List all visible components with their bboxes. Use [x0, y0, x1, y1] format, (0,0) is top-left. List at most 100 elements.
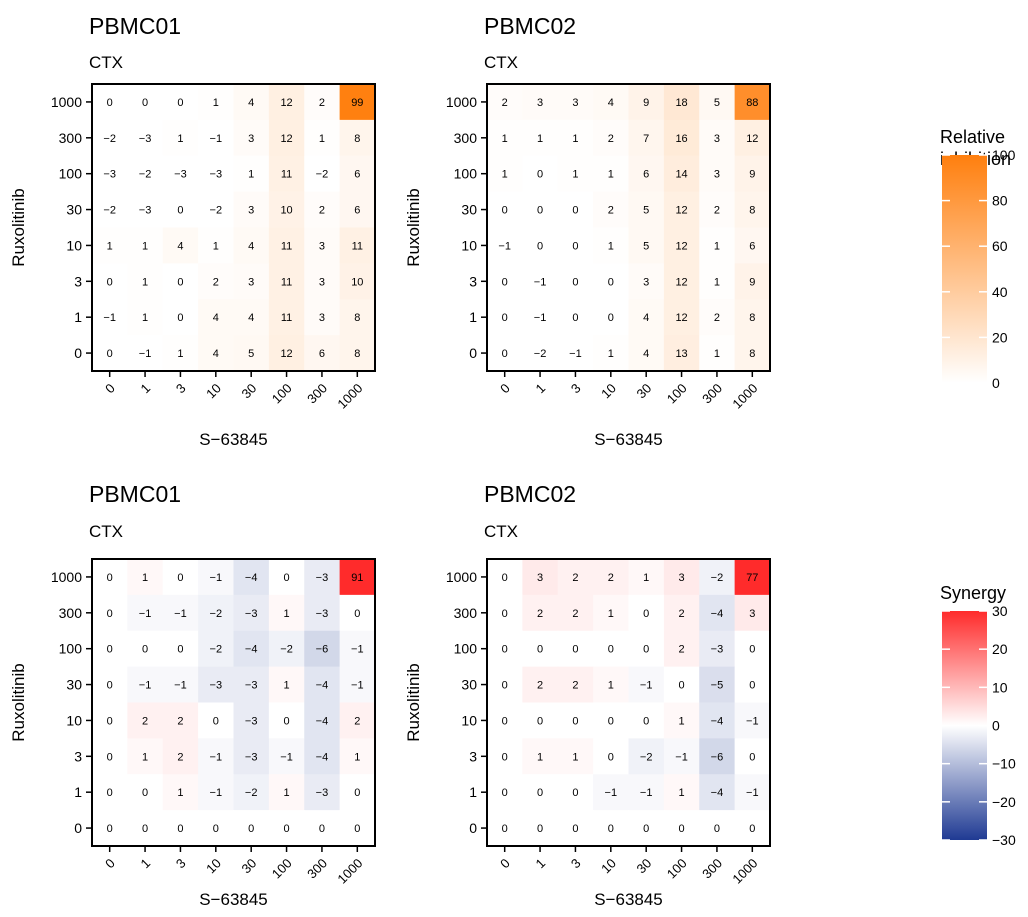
cell-value-label: −4 [316, 715, 329, 727]
heatmap-cell [233, 263, 270, 300]
heatmap-cell [127, 263, 164, 300]
cell-value-label: 0 [502, 608, 508, 620]
x-tick-label: 300 [304, 381, 330, 407]
cell-value-label: −1 [640, 787, 653, 799]
heatmap-cell [127, 335, 164, 372]
cell-value-label: 1 [142, 572, 148, 584]
heatmap-cell [92, 774, 128, 811]
heatmap-cell [487, 84, 523, 121]
cell-value-label: −1 [351, 680, 364, 692]
panel-title: PBMC01 [89, 13, 181, 39]
heatmap-cell [339, 594, 376, 632]
heatmap-cell [593, 774, 629, 811]
cell-value-label: 1 [608, 169, 614, 181]
cell-value-label: 1 [319, 133, 325, 145]
cell-value-label: −3 [245, 751, 258, 763]
heatmap-cell [304, 299, 341, 336]
cell-value-label: −2 [245, 787, 258, 799]
cell-value-label: −2 [210, 644, 223, 656]
cell-value-label: 1 [142, 751, 148, 763]
cell-value-label: 91 [351, 572, 363, 584]
heatmap-cell [268, 155, 305, 193]
cell-value-label: 2 [608, 205, 614, 217]
heatmap-cell [699, 119, 736, 157]
y-tick-label: 30 [461, 677, 477, 693]
cell-value-label: 4 [643, 312, 649, 324]
heatmap-cell [663, 299, 700, 336]
heatmap-cell [699, 155, 736, 193]
heatmap-cell [233, 119, 270, 157]
cell-value-label: 2 [537, 608, 543, 620]
cell-value-label: 0 [537, 787, 543, 799]
cell-value-label: 8 [749, 205, 755, 217]
x-tick-label: 10 [598, 856, 619, 877]
heatmap-cell [268, 84, 305, 121]
cell-value-label: 0 [284, 823, 290, 835]
heatmap-cell [233, 559, 270, 596]
heatmap-cell [487, 155, 523, 193]
x-axis-label: S−63845 [199, 430, 268, 449]
cell-value-label: 0 [142, 644, 148, 656]
heatmap-cell [162, 155, 199, 193]
y-tick-label: 300 [454, 130, 478, 146]
heatmap-cell [628, 774, 665, 811]
heatmap-cell [127, 594, 164, 632]
heatmap-cell [487, 335, 523, 372]
cell-value-label: 0 [572, 787, 578, 799]
heatmap-cell [127, 666, 164, 703]
panel-title: PBMC02 [484, 481, 576, 507]
legend-tick-label: 100 [992, 147, 1016, 163]
heatmap-cell [339, 84, 376, 121]
cell-value-label: 1 [537, 751, 543, 763]
cell-value-label: 0 [749, 644, 755, 656]
heatmap-cell [233, 774, 270, 811]
heatmap-cell [92, 559, 128, 596]
cell-value-label: 1 [354, 751, 360, 763]
cell-value-label: 0 [177, 312, 183, 324]
x-tick-label: 1 [532, 856, 548, 872]
cell-value-label: 1 [714, 276, 720, 288]
heatmap-cell [339, 119, 376, 157]
cell-value-label: 0 [107, 823, 113, 835]
heatmap-cell [522, 299, 559, 336]
heatmap-cell [268, 666, 305, 703]
heatmap-cell [522, 702, 559, 739]
cell-value-label: −2 [210, 608, 223, 620]
heatmap-cell [487, 299, 523, 336]
cell-value-label: −1 [210, 751, 223, 763]
inhibition-legend: Relativeinhibition020406080100 [940, 127, 1016, 391]
cell-value-label: 5 [643, 240, 649, 252]
heatmap-cell [557, 630, 594, 668]
cell-value-label: 0 [679, 680, 685, 692]
heatmap-cell [487, 594, 523, 632]
heatmap-cell [487, 702, 523, 739]
heatmap-cell [268, 810, 305, 847]
cell-value-label: −6 [316, 644, 329, 656]
cell-value-label: 12 [746, 133, 758, 145]
cell-value-label: −3 [103, 169, 116, 181]
x-tick-label: 3 [173, 381, 189, 397]
cell-value-label: 12 [675, 240, 687, 252]
y-tick-label: 300 [59, 605, 83, 621]
cell-value-label: 14 [675, 169, 687, 181]
heatmap-cell [92, 335, 128, 372]
cell-value-label: 11 [281, 312, 292, 324]
heatmap-cell [522, 335, 559, 372]
heatmap-cell [487, 774, 523, 811]
cell-value-label: 12 [675, 276, 687, 288]
cell-value-label: −2 [280, 644, 293, 656]
cell-value-label: −1 [534, 312, 547, 324]
y-axis-label: Ruxolitinib [9, 188, 28, 266]
cell-value-label: 0 [502, 572, 508, 584]
heatmap-cell [628, 84, 665, 121]
heatmap-cell [162, 666, 199, 703]
heatmap-cell [522, 738, 559, 775]
cell-value-label: −3 [711, 644, 724, 656]
x-tick-label: 300 [699, 381, 725, 407]
panel-subtitle: CTX [89, 53, 123, 72]
heatmap-cell [593, 227, 629, 264]
cell-value-label: 2 [177, 715, 183, 727]
heatmap-cell [92, 263, 128, 300]
cell-value-label: 0 [177, 97, 183, 109]
cell-value-label: 0 [284, 572, 290, 584]
